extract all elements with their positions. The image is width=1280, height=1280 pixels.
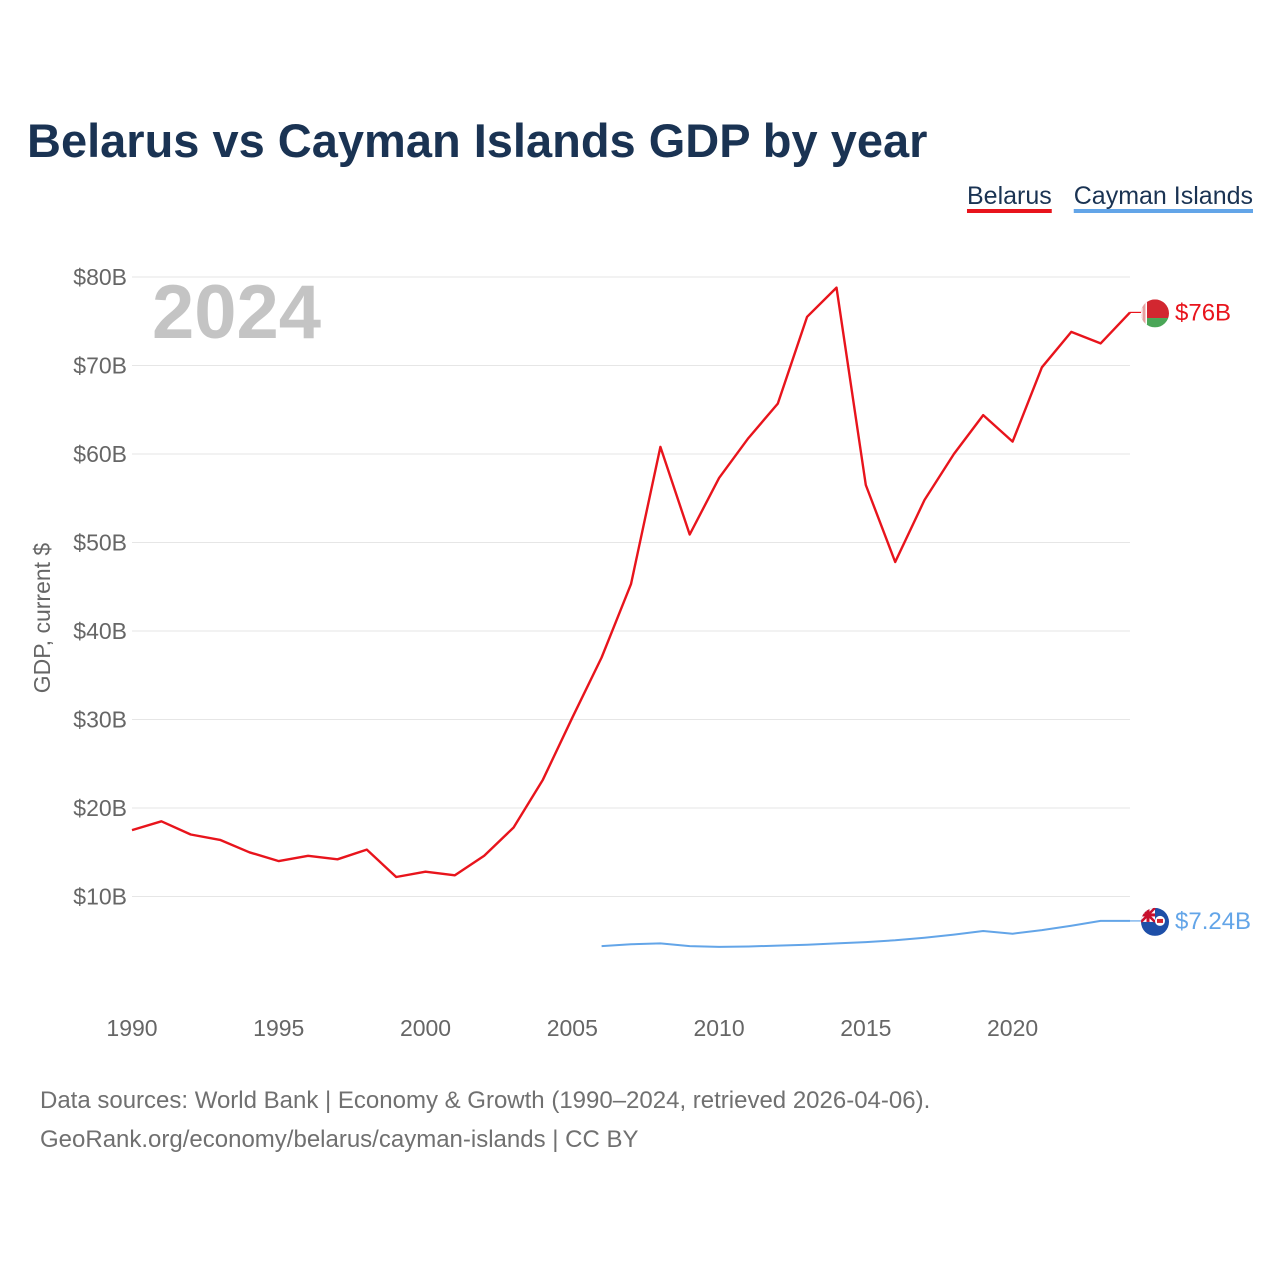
legend-entry-cayman-islands: Cayman Islands (1074, 182, 1253, 210)
source-line-1: Data sources: World Bank | Economy & Gro… (40, 1087, 930, 1114)
x-tick-label: 2000 (400, 1015, 451, 1041)
legend: Cayman Islands Belarus (966, 182, 1253, 213)
year-overlay: 2024 (152, 270, 321, 355)
y-tick-label: $70B (73, 353, 127, 379)
x-tick-label: 2015 (840, 1015, 891, 1041)
series-lines (131, 286, 1131, 948)
end-markers: $76B $7.24B (1130, 299, 1251, 936)
grid-lines (132, 276, 1130, 897)
x-tick-label: 1990 (106, 1015, 157, 1041)
legend-swatch (966, 209, 1052, 213)
y-tick-label: $60B (73, 441, 127, 467)
chart-title: Belarus vs Cayman Islands GDP by year (27, 114, 927, 167)
x-tick-label: 2010 (693, 1015, 744, 1041)
y-tick-label: $80B (73, 264, 127, 290)
x-axis-ticks: 1990 1995 2000 2005 2010 2015 2020 (106, 1015, 1038, 1041)
x-tick-label: 2005 (547, 1015, 598, 1041)
y-axis-ticks: $10B $20B $30B $40B $50B $60B $70B $80B (73, 264, 127, 910)
cayman-islands-flag-icon (1141, 907, 1169, 936)
y-tick-label: $50B (73, 530, 127, 556)
series-line-cayman-islands (601, 919, 1130, 948)
y-tick-label: $40B (73, 618, 127, 644)
y-tick-label: $30B (73, 707, 127, 733)
x-tick-label: 1995 (253, 1015, 304, 1041)
y-tick-label: $10B (73, 884, 127, 910)
series-line-belarus (131, 286, 1131, 879)
source-line-2: GeoRank.org/economy/belarus/cayman-islan… (40, 1126, 639, 1153)
y-tick-label: $20B (73, 795, 127, 821)
legend-swatch (1073, 209, 1253, 213)
y-axis-label: GDP, current $ (29, 543, 55, 694)
x-tick-label: 2020 (987, 1015, 1038, 1041)
legend-entry-belarus: Belarus (967, 182, 1052, 210)
end-value-label: $76B (1175, 299, 1231, 326)
end-value-label: $7.24B (1175, 908, 1251, 935)
belarus-flag-icon (1141, 299, 1169, 328)
